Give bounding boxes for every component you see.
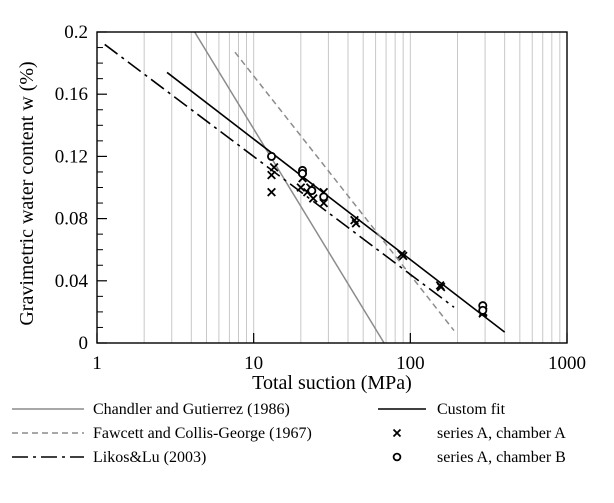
legend-label: Chandler and Gutierrez (1986) xyxy=(93,401,290,418)
legend-marker-o xyxy=(394,454,401,461)
legend: Chandler and Gutierrez (1986) Custom fit F… xyxy=(12,401,566,466)
legend-label: Custom fit xyxy=(437,401,506,418)
data-point-o xyxy=(299,170,306,177)
x-tick-label: 100 xyxy=(396,353,425,374)
legend-label: Fawcett and Collis-George (1967) xyxy=(93,425,312,442)
series-line xyxy=(235,52,454,330)
chart-lines xyxy=(105,32,505,343)
chart-ticks xyxy=(97,32,567,343)
y-tick-label: 0 xyxy=(79,333,89,354)
y-tick-label: 0.16 xyxy=(55,84,88,105)
legend-entry: Custom fit xyxy=(378,401,506,418)
legend-entry: Fawcett and Collis-George (1967) xyxy=(12,425,312,442)
legend-label: series A, chamber A xyxy=(437,425,566,442)
y-axis-title: Gravimetric water content w (%) xyxy=(16,61,38,325)
legend-entry: series A, chamber B xyxy=(394,449,566,466)
legend-label: Likos&Lu (2003) xyxy=(93,449,206,466)
y-tick-label: 0.08 xyxy=(55,209,88,230)
y-tick-label: 0.04 xyxy=(55,271,89,292)
data-point-x xyxy=(268,171,276,179)
data-point-o xyxy=(320,193,327,200)
data-point-x xyxy=(268,188,276,196)
plot-border xyxy=(97,32,567,343)
series-line xyxy=(167,72,505,332)
data-point-o xyxy=(268,153,275,160)
data-point-x xyxy=(309,195,317,203)
data-point-o xyxy=(308,187,315,194)
y-tick-label: 0.12 xyxy=(55,146,88,167)
y-tick-label: 0.2 xyxy=(64,22,88,43)
x-tick-label: 1 xyxy=(92,353,102,374)
chart-grid xyxy=(144,32,560,343)
legend-entry: Likos&Lu (2003) xyxy=(12,449,206,466)
series-line xyxy=(105,44,454,307)
legend-entry: series A, chamber A xyxy=(394,425,567,442)
x-tick-label: 1000 xyxy=(548,353,586,374)
x-axis-title: Total suction (MPa) xyxy=(252,372,412,394)
series-line xyxy=(195,32,384,343)
x-tick-label: 10 xyxy=(244,353,263,374)
plot-frame xyxy=(97,32,567,343)
legend-label: series A, chamber B xyxy=(437,449,566,466)
data-point-o xyxy=(479,307,486,314)
legend-entry: Chandler and Gutierrez (1986) xyxy=(12,401,290,418)
